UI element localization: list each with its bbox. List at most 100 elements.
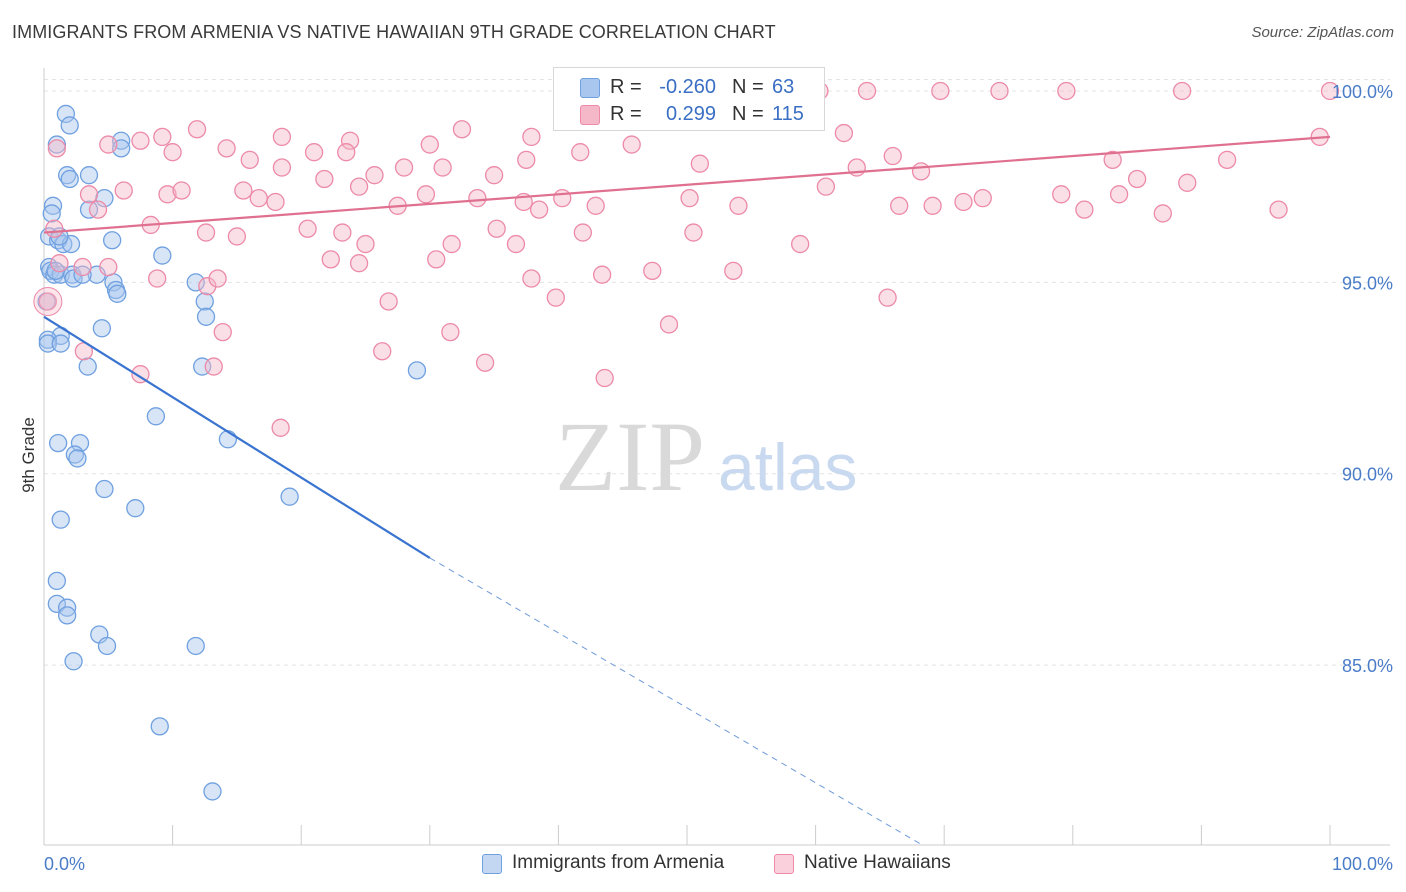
point-armenia: [42, 204, 61, 223]
point-armenia: [79, 166, 99, 185]
point-hawaiian: [47, 139, 67, 158]
point-hawaiian: [227, 227, 247, 246]
point-hawaiian: [433, 158, 452, 177]
point-armenia: [47, 594, 67, 614]
point-armenia: [60, 116, 79, 135]
y-tick-label: 90.0%: [1342, 465, 1393, 485]
point-hawaiian: [304, 143, 324, 162]
series-legend-label: Immigrants from Armenia: [512, 852, 725, 873]
r-label: R =: [610, 103, 642, 125]
point-hawaiian: [1127, 169, 1147, 189]
point-hawaiian: [1103, 150, 1122, 170]
point-hawaiian: [973, 188, 992, 208]
point-hawaiian: [217, 139, 236, 158]
point-hawaiian: [73, 257, 92, 277]
point-hawaiian: [791, 234, 810, 254]
point-hawaiian: [1075, 200, 1094, 219]
point-armenia: [48, 433, 68, 453]
point-hawaiian: [272, 158, 292, 177]
point-armenia: [70, 433, 90, 453]
point-hawaiian: [659, 315, 679, 334]
x-tick-label: 100.0%: [1332, 854, 1393, 874]
point-hawaiian: [88, 200, 108, 219]
point-hawaiian: [573, 223, 592, 242]
point-armenia: [92, 319, 112, 338]
tick-labels: 100.0% 95.0% 90.0% 85.0% 0.0% 100.0%: [44, 82, 1393, 874]
point-hawaiian: [427, 250, 446, 269]
point-hawaiian: [187, 120, 207, 139]
point-armenia: [73, 265, 92, 284]
point-hawaiian: [680, 188, 699, 208]
axes: [43, 68, 1390, 846]
point-hawaiian: [394, 158, 414, 177]
point-hawaiian: [79, 185, 99, 204]
point-hawaiian: [911, 162, 931, 181]
point-armenia: [47, 571, 67, 591]
n-label: N =: [732, 103, 764, 125]
point-hawaiian: [506, 234, 526, 254]
point-hawaiian: [272, 127, 292, 147]
watermark: ZIP atlas: [555, 401, 857, 512]
point-armenia: [78, 357, 97, 376]
point-hawaiian: [349, 254, 369, 273]
series-legend-label: Native Hawaiians: [804, 852, 951, 873]
trend-line-armenia-extension: [429, 557, 923, 846]
point-hawaiian: [349, 177, 369, 196]
point-hawaiian: [622, 135, 641, 154]
point-armenia: [196, 307, 216, 326]
point-hawaiian: [420, 135, 439, 154]
point-armenia: [56, 104, 76, 124]
point-hawaiian: [857, 81, 877, 101]
point-hawaiian: [114, 181, 133, 200]
point-hawaiian: [234, 181, 253, 200]
legend-swatch-armenia: [482, 854, 502, 874]
r-value: 0.299: [665, 103, 716, 125]
point-hawaiian: [586, 196, 605, 215]
point-armenia: [97, 636, 117, 656]
point-armenia: [60, 169, 79, 189]
trend-lines: [43, 135, 1331, 846]
point-hawaiian: [153, 127, 172, 147]
point-hawaiian: [196, 223, 216, 242]
point-hawaiian: [595, 368, 614, 388]
point-hawaiian: [365, 166, 384, 185]
stats-legend-row-armenia: R = -0.260 N = 63: [554, 74, 824, 100]
point-hawaiian: [148, 269, 167, 288]
chart-title: IMMIGRANTS FROM ARMENIA VS NATIVE HAWAII…: [12, 22, 776, 42]
point-armenia: [108, 284, 127, 303]
y-tick-label: 95.0%: [1342, 273, 1393, 293]
point-hawaiian: [356, 234, 375, 254]
point-armenia: [51, 510, 70, 529]
point-hawaiian: [1269, 200, 1288, 219]
chart-source: Source: ZipAtlas.com: [1251, 24, 1394, 41]
point-hawaiian: [266, 192, 285, 212]
x-tick-label: 0.0%: [44, 854, 85, 874]
point-hawaiian: [571, 143, 590, 162]
point-hawaiian: [163, 143, 182, 162]
point-hawaiian: [834, 123, 854, 143]
point-hawaiian: [484, 166, 504, 185]
point-hawaiian: [298, 219, 317, 238]
point-hawaiian: [321, 250, 340, 269]
y-tick-label: 100.0%: [1332, 82, 1393, 102]
stats-legend: R = -0.260 N = 63 R = 0.299 N = 115: [553, 67, 825, 131]
point-hawaiian: [931, 81, 950, 101]
point-hawaiian: [213, 322, 232, 342]
point-armenia: [153, 246, 172, 265]
point-armenia: [126, 499, 145, 518]
n-value: 63: [772, 76, 795, 98]
point-hawaiian: [522, 127, 541, 147]
point-hawaiian: [954, 192, 973, 212]
point-hawaiian: [816, 177, 836, 196]
point-hawaiian: [724, 261, 743, 281]
legend-swatch-hawaiians: [774, 854, 794, 874]
point-hawaiian: [416, 185, 436, 204]
data-points: [33, 81, 1340, 801]
point-hawaiian: [1052, 185, 1071, 204]
point-hawaiian: [240, 150, 259, 170]
point-armenia: [146, 407, 166, 426]
r-label: R =: [610, 76, 642, 98]
watermark-zip: ZIP: [555, 401, 705, 512]
point-hawaiian: [198, 277, 217, 296]
point-hawaiian: [442, 234, 461, 254]
